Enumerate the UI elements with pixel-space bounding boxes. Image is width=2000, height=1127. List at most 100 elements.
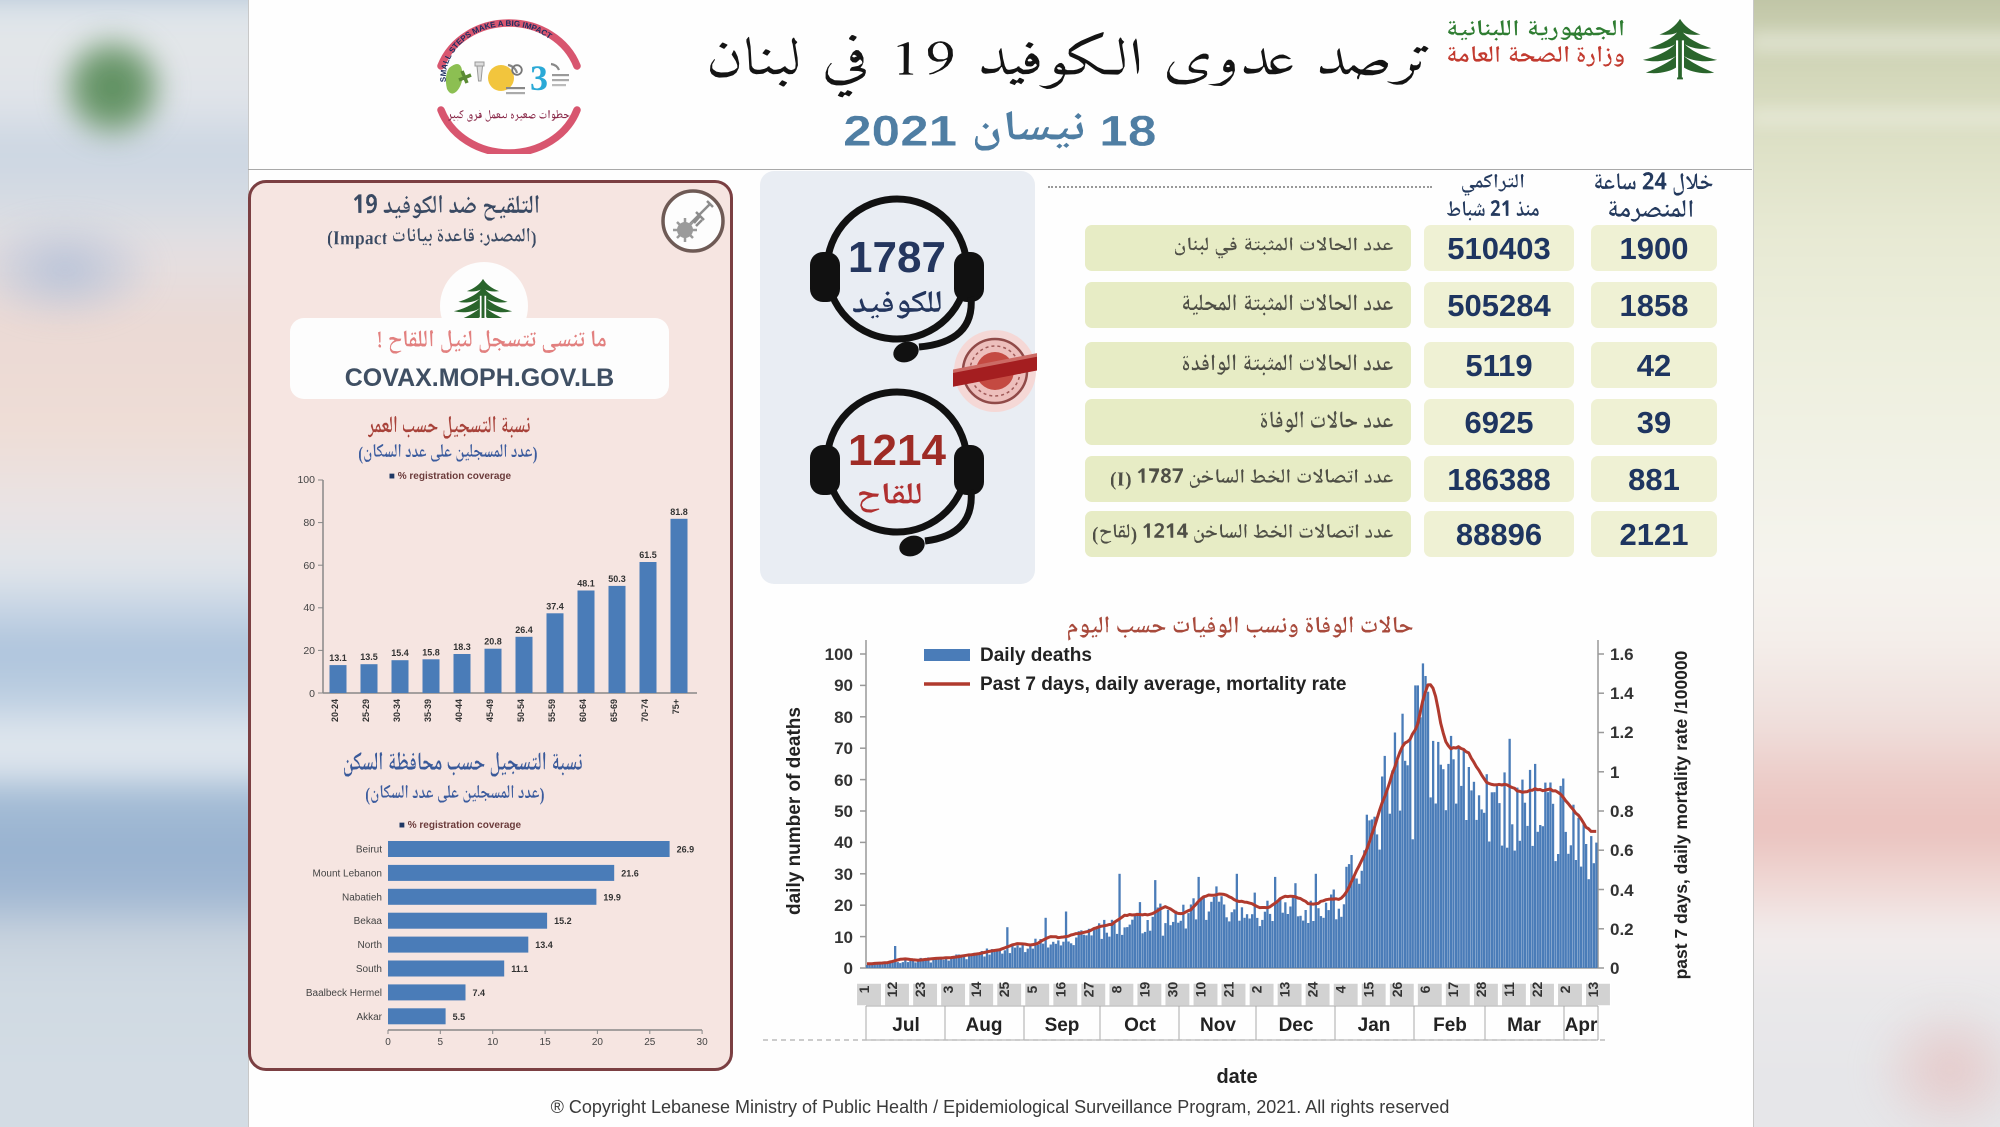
svg-text:Mar: Mar — [1507, 1015, 1541, 1036]
svg-text:1.4: 1.4 — [1610, 684, 1634, 703]
svg-text:20: 20 — [592, 1037, 604, 1048]
svg-text:0: 0 — [309, 688, 315, 700]
svg-text:Daily deaths: Daily deaths — [980, 645, 1092, 666]
svg-text:50: 50 — [834, 802, 853, 821]
svg-text:21: 21 — [1221, 982, 1237, 998]
svg-text:13: 13 — [1585, 982, 1601, 998]
svg-text:13.4: 13.4 — [535, 940, 553, 950]
svg-text:North: North — [358, 940, 382, 951]
svg-text:Akkar: Akkar — [356, 1012, 382, 1023]
svg-text:Apr: Apr — [1565, 1015, 1598, 1036]
svg-text:22: 22 — [1529, 981, 1545, 997]
svg-text:70-74: 70-74 — [640, 699, 650, 722]
svg-text:0.2: 0.2 — [1610, 920, 1634, 939]
svg-text:19: 19 — [1136, 982, 1152, 998]
svg-text:2: 2 — [1249, 985, 1265, 993]
svg-text:20: 20 — [303, 645, 315, 657]
svg-text:past 7 days, daily mortality r: past 7 days, daily mortality rate /10000… — [1671, 650, 1691, 979]
svg-text:0.4: 0.4 — [1610, 881, 1634, 900]
svg-text:1: 1 — [856, 985, 872, 993]
svg-text:0.8: 0.8 — [1610, 802, 1634, 821]
svg-text:1.6: 1.6 — [1610, 645, 1634, 664]
svg-text:Baalbeck Hermel: Baalbeck Hermel — [306, 988, 382, 999]
svg-text:27: 27 — [1080, 982, 1096, 998]
svg-text:81.8: 81.8 — [670, 507, 688, 517]
svg-text:30: 30 — [697, 1037, 709, 1048]
svg-text:80: 80 — [303, 517, 315, 529]
svg-text:Sep: Sep — [1045, 1015, 1080, 1036]
svg-text:15: 15 — [540, 1037, 552, 1048]
svg-text:61.5: 61.5 — [639, 550, 657, 560]
svg-text:3: 3 — [940, 985, 956, 993]
svg-text:Bekaa: Bekaa — [354, 916, 383, 927]
svg-text:2: 2 — [1557, 985, 1573, 993]
svg-text:25: 25 — [996, 982, 1012, 998]
svg-text:90: 90 — [834, 676, 853, 695]
svg-text:100: 100 — [297, 474, 315, 486]
svg-text:20.8: 20.8 — [484, 637, 502, 647]
svg-text:26: 26 — [1389, 981, 1405, 997]
svg-text:40: 40 — [834, 833, 853, 852]
svg-text:40: 40 — [303, 602, 315, 614]
svg-text:23: 23 — [912, 981, 928, 997]
svg-text:37.4: 37.4 — [546, 601, 564, 611]
svg-text:10: 10 — [487, 1037, 499, 1048]
svg-text:21.6: 21.6 — [621, 868, 639, 878]
svg-text:25-29: 25-29 — [361, 699, 371, 722]
svg-text:70: 70 — [834, 739, 853, 758]
svg-text:10: 10 — [834, 928, 853, 947]
svg-text:4: 4 — [1333, 985, 1349, 993]
svg-text:8: 8 — [1108, 985, 1124, 993]
svg-text:7.4: 7.4 — [473, 988, 486, 998]
svg-text:15.4: 15.4 — [391, 648, 409, 658]
svg-text:1: 1 — [1610, 763, 1619, 782]
svg-text:Beirut: Beirut — [356, 845, 382, 856]
svg-text:30: 30 — [1164, 982, 1180, 998]
svg-text:Nabatieh: Nabatieh — [342, 892, 382, 903]
svg-text:Dec: Dec — [1279, 1015, 1314, 1036]
svg-text:19.9: 19.9 — [603, 892, 621, 902]
svg-text:11: 11 — [1501, 982, 1517, 997]
svg-text:60-64: 60-64 — [578, 699, 588, 722]
svg-text:17: 17 — [1445, 982, 1461, 998]
svg-text:6: 6 — [1417, 985, 1433, 993]
svg-text:65-69: 65-69 — [609, 699, 619, 722]
svg-text:60: 60 — [834, 771, 853, 790]
svg-text:Mount Lebanon: Mount Lebanon — [312, 868, 382, 879]
svg-text:18.3: 18.3 — [453, 642, 471, 652]
svg-text:5: 5 — [1024, 985, 1040, 993]
svg-text:1.2: 1.2 — [1610, 723, 1634, 742]
svg-text:Jan: Jan — [1358, 1015, 1391, 1036]
svg-text:30: 30 — [834, 865, 853, 884]
svg-text:35-39: 35-39 — [423, 699, 433, 722]
svg-text:24: 24 — [1305, 982, 1321, 998]
svg-text:3: 3 — [530, 58, 548, 98]
svg-text:11.1: 11.1 — [511, 964, 528, 974]
svg-text:0: 0 — [844, 959, 853, 978]
svg-text:10: 10 — [1192, 981, 1208, 997]
svg-text:Jul: Jul — [892, 1015, 919, 1036]
svg-text:15.2: 15.2 — [554, 916, 572, 926]
svg-text:date: date — [1216, 1066, 1257, 1088]
svg-text:daily number of deaths: daily number of deaths — [784, 707, 805, 915]
svg-text:26.4: 26.4 — [515, 625, 533, 635]
svg-text:60: 60 — [303, 560, 315, 572]
svg-text:0: 0 — [385, 1037, 391, 1048]
svg-text:75+: 75+ — [671, 699, 681, 714]
svg-text:Feb: Feb — [1433, 1015, 1467, 1036]
svg-text:80: 80 — [834, 708, 853, 727]
svg-text:20: 20 — [834, 896, 853, 915]
svg-text:50-54: 50-54 — [516, 699, 526, 722]
svg-text:13.5: 13.5 — [360, 652, 378, 662]
svg-text:Past 7 days, daily average, mo: Past 7 days, daily average, mortality ra… — [980, 674, 1346, 695]
svg-text:Oct: Oct — [1124, 1015, 1156, 1036]
svg-text:50.3: 50.3 — [608, 574, 626, 584]
svg-text:14: 14 — [968, 981, 984, 997]
svg-text:12: 12 — [884, 982, 900, 998]
svg-text:13: 13 — [1277, 982, 1293, 998]
svg-text:100: 100 — [825, 645, 853, 664]
svg-text:55-59: 55-59 — [547, 699, 557, 722]
svg-text:45-49: 45-49 — [485, 699, 495, 722]
svg-text:20-24: 20-24 — [330, 699, 340, 722]
svg-text:40-44: 40-44 — [454, 699, 464, 722]
